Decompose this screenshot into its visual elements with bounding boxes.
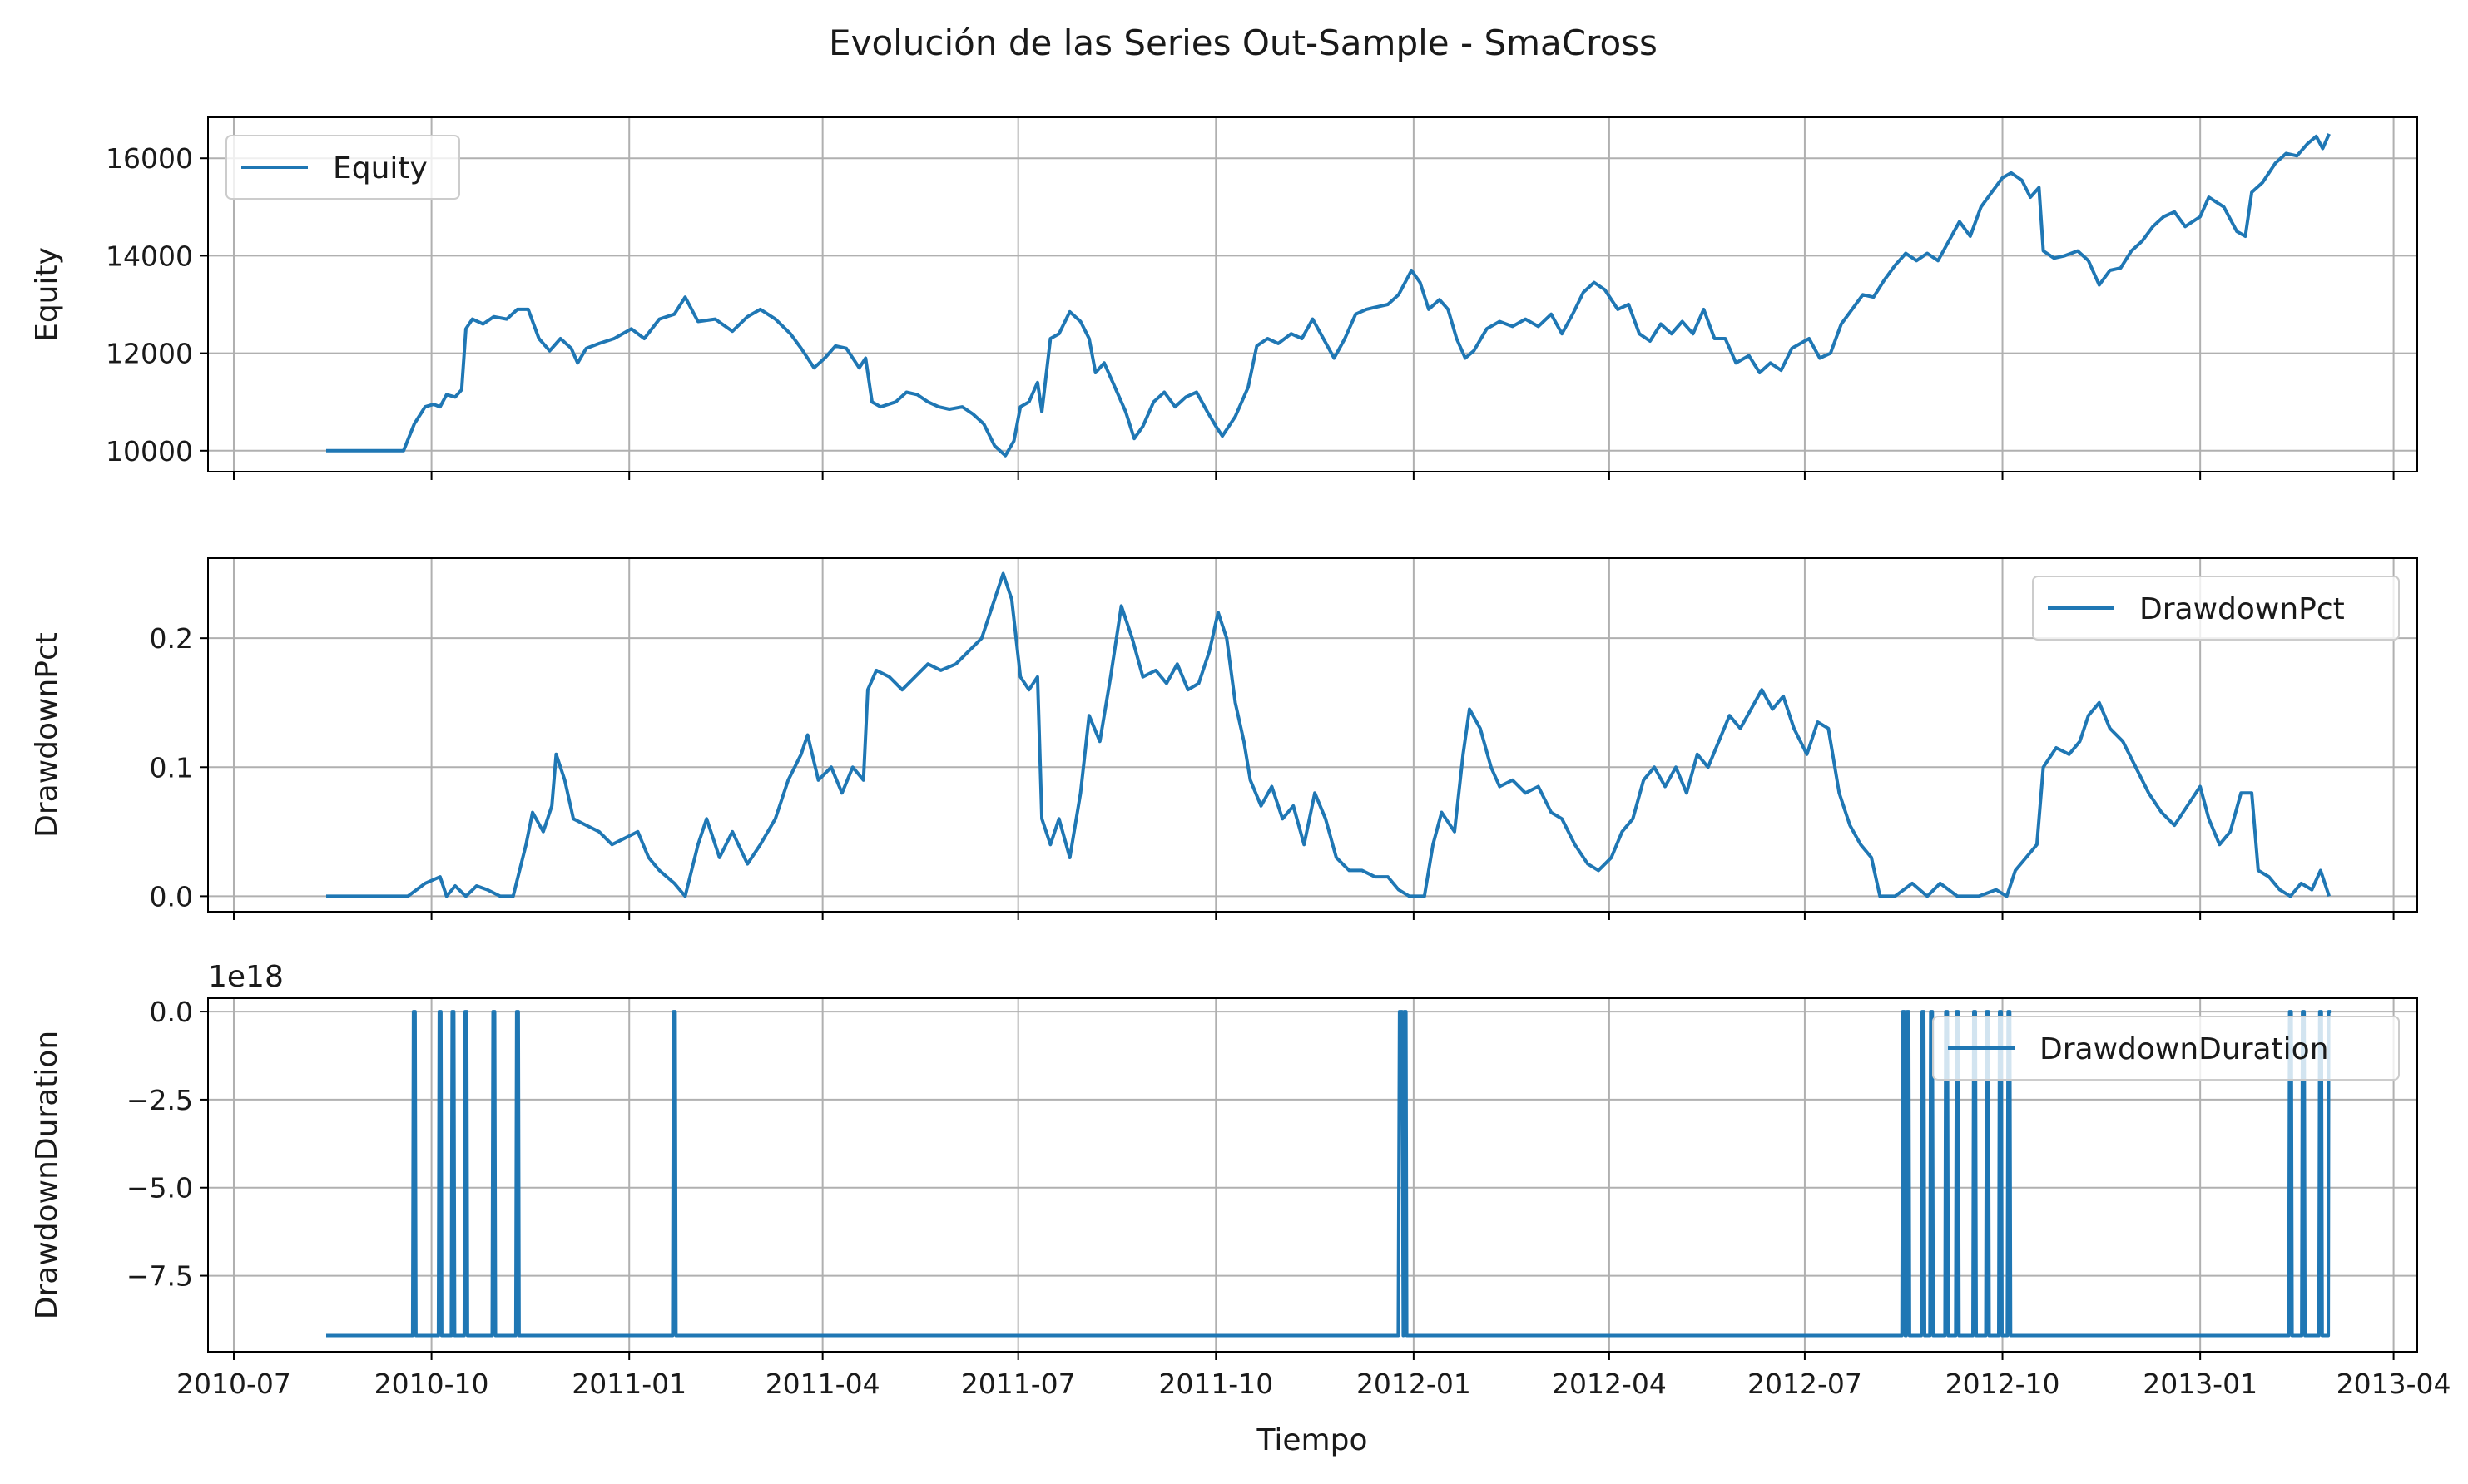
- y-tick-label: 0.0: [150, 880, 193, 913]
- chart-title: Evolución de las Series Out-Sample - Sma…: [829, 22, 1658, 63]
- y-tick-label: 16000: [106, 142, 193, 175]
- legend: DrawdownDuration: [1932, 1016, 2400, 1081]
- plot-area-1: [208, 117, 2417, 472]
- y-tick-label: 0.2: [150, 622, 193, 655]
- y-axis-label: Equity: [30, 247, 64, 342]
- y-axis-label: DrawdownDuration: [30, 1031, 64, 1320]
- series-line-drawdownduration: [326, 1010, 2332, 1338]
- x-tick-label: 2011-04: [766, 1368, 880, 1400]
- x-tick-label: 2012-10: [1945, 1368, 2060, 1400]
- panels-group: 10000120001400016000EquityEquity0.00.10.…: [30, 116, 2451, 1400]
- y-tick-label: 0.0: [150, 996, 193, 1028]
- legend: Equity: [225, 135, 460, 200]
- y-tick-label: −7.5: [126, 1260, 193, 1293]
- x-tick-label: 2013-01: [2143, 1368, 2257, 1400]
- legend-label: Equity: [333, 151, 428, 186]
- legend: DrawdownPct: [2032, 576, 2400, 641]
- legend-box: [1932, 1016, 2400, 1081]
- axes-frame: [207, 116, 2418, 472]
- series-line-equity: [326, 133, 2331, 458]
- x-axis-label: Tiempo: [1256, 1423, 1368, 1457]
- panel-3: 2010-07 2010-10 2011-01 2011-04 2011-07 2011-…: [30, 960, 2451, 1400]
- x-tick-label: 2013-04: [2337, 1368, 2451, 1400]
- y-tick-label: 14000: [106, 240, 193, 272]
- legend-box: [2032, 576, 2400, 641]
- x-tick-label: 2012-04: [1552, 1368, 1667, 1400]
- legend-label: DrawdownPct: [2139, 592, 2345, 626]
- legend-label: DrawdownDuration: [2039, 1032, 2329, 1066]
- x-tick-label: 2012-07: [1747, 1368, 1862, 1400]
- x-tick-label: 2010-07: [176, 1368, 291, 1400]
- series-line-drawdownpct: [326, 571, 2331, 898]
- x-tick-label: 2012-01: [1356, 1368, 1471, 1400]
- x-tick-label: 2011-10: [1158, 1368, 1273, 1400]
- y-offset-label: 1e18: [208, 960, 284, 994]
- x-tick-label: 2011-01: [572, 1368, 686, 1400]
- y-tick-label: 12000: [106, 338, 193, 370]
- y-tick-label: −5.0: [126, 1172, 193, 1205]
- legend-box: [225, 135, 460, 200]
- y-tick-label: −2.5: [126, 1084, 193, 1116]
- x-tick-label: 2011-07: [961, 1368, 1076, 1400]
- panel-2: 0.0 0.1 0.2 DrawdownPct DrawdownPct: [30, 557, 2418, 920]
- axes-frame: [207, 997, 2418, 1353]
- axes-frame: [207, 557, 2418, 913]
- y-axis-label: DrawdownPct: [30, 632, 64, 838]
- panel-1: 10000 12000 14000 16000 Equity Equity: [30, 116, 2418, 480]
- y-tick-label: 0.1: [150, 751, 193, 784]
- y-tick-label: 10000: [106, 435, 193, 467]
- x-tick-label: 2010-10: [374, 1368, 489, 1400]
